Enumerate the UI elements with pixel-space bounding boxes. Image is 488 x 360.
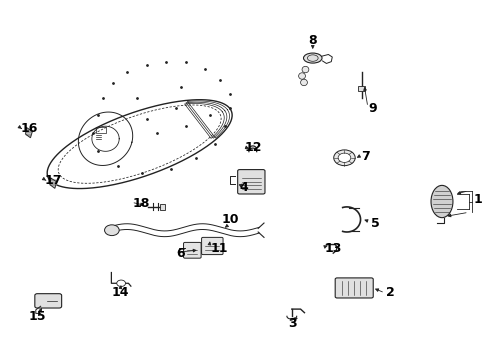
Text: 13: 13 [325, 242, 342, 255]
Text: 4: 4 [239, 181, 248, 194]
Ellipse shape [300, 79, 307, 86]
Text: 15: 15 [28, 310, 46, 323]
Text: 12: 12 [244, 141, 262, 154]
Text: 2: 2 [385, 287, 394, 300]
Circle shape [333, 150, 354, 166]
Bar [159, 204, 164, 210]
Text: 3: 3 [288, 317, 296, 330]
Text: 1: 1 [473, 193, 482, 206]
Text: 6: 6 [176, 247, 184, 260]
Circle shape [117, 280, 125, 287]
Text: 14: 14 [111, 287, 129, 300]
Ellipse shape [298, 73, 305, 79]
FancyBboxPatch shape [237, 170, 264, 194]
Bar [96, 127, 105, 133]
FancyBboxPatch shape [35, 294, 61, 308]
Text: 5: 5 [370, 216, 379, 230]
Text: 9: 9 [368, 102, 377, 115]
Bar [357, 86, 365, 91]
Text: 7: 7 [361, 150, 369, 163]
Circle shape [104, 225, 119, 235]
FancyBboxPatch shape [201, 237, 223, 255]
Text: 16: 16 [20, 122, 38, 135]
Ellipse shape [302, 66, 308, 73]
FancyBboxPatch shape [334, 278, 372, 298]
Text: 18: 18 [132, 197, 149, 210]
Text: 17: 17 [44, 174, 62, 186]
Circle shape [337, 153, 350, 162]
Text: 11: 11 [210, 242, 227, 255]
Ellipse shape [430, 185, 452, 218]
Ellipse shape [303, 53, 322, 63]
Polygon shape [25, 128, 32, 138]
Polygon shape [50, 178, 57, 188]
Text: 8: 8 [308, 33, 316, 47]
FancyBboxPatch shape [183, 242, 201, 258]
Text: 10: 10 [221, 213, 238, 226]
